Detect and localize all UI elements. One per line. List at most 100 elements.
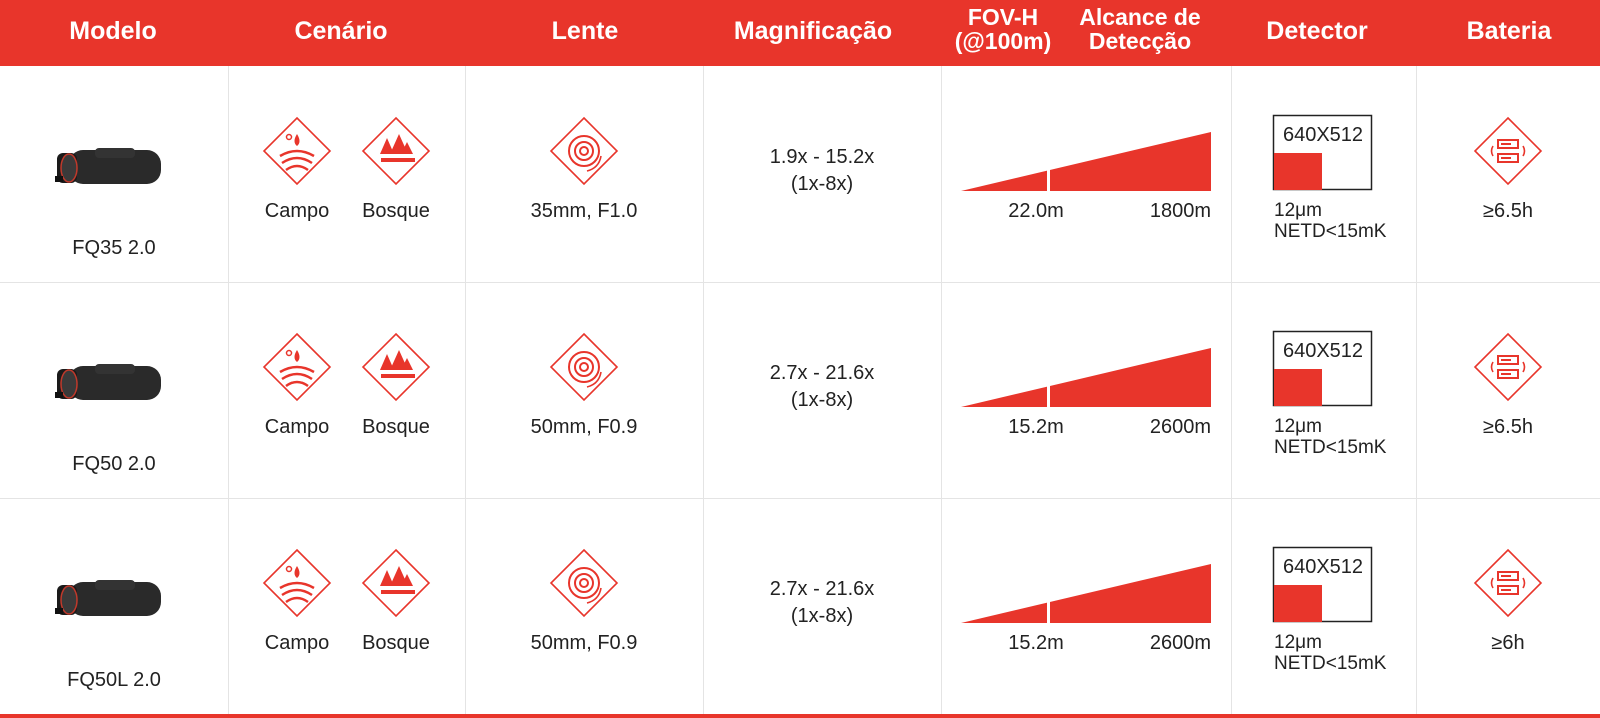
table-header bbox=[0, 0, 1600, 66]
icon-shape bbox=[586, 587, 602, 604]
icon-shape bbox=[95, 580, 135, 590]
detector-resolution: 640X512 bbox=[1282, 556, 1364, 578]
header-label: Bateria bbox=[1466, 17, 1552, 45]
scenario-icon bbox=[262, 332, 332, 402]
icon-shape bbox=[1047, 599, 1050, 624]
icon-shape bbox=[961, 348, 1211, 407]
product-image bbox=[55, 364, 161, 400]
icon-shape bbox=[361, 548, 431, 618]
icon-shape bbox=[1272, 546, 1373, 623]
detector-resolution: 640X512 bbox=[1282, 340, 1364, 362]
header-label: Detecção bbox=[1088, 28, 1192, 54]
column-divider bbox=[1231, 66, 1232, 714]
header-label: Modelo bbox=[69, 17, 157, 45]
detector-pixel: 12μm bbox=[1274, 200, 1322, 221]
icon-shape bbox=[579, 146, 589, 156]
icon-shape bbox=[380, 566, 415, 594]
icon-shape bbox=[1497, 571, 1519, 581]
column-divider bbox=[1416, 66, 1417, 714]
icon-shape bbox=[95, 364, 135, 374]
range-wedge bbox=[961, 564, 1211, 624]
magnification: 2.7x - 21.6x bbox=[769, 362, 875, 384]
icon-shape bbox=[294, 350, 300, 362]
icon-shape bbox=[69, 366, 161, 400]
icon-shape bbox=[568, 351, 600, 383]
range-wedge bbox=[961, 132, 1211, 192]
icon-shape bbox=[60, 369, 78, 399]
model-name: FQ35 2.0 bbox=[72, 237, 156, 259]
header-label: (@100m) bbox=[954, 28, 1052, 54]
icon-shape bbox=[294, 134, 300, 146]
detector-box bbox=[1272, 546, 1373, 623]
footer-bar bbox=[0, 714, 1600, 718]
icon-shape bbox=[69, 582, 161, 616]
icon-shape bbox=[294, 566, 300, 578]
scenario-icon bbox=[262, 548, 332, 618]
icon-shape bbox=[1501, 359, 1511, 361]
icon-shape bbox=[279, 149, 315, 172]
scenario-label: Bosque bbox=[362, 416, 430, 438]
icon-shape bbox=[1490, 577, 1526, 589]
product-image bbox=[55, 580, 161, 616]
range-value: 1800m bbox=[1149, 200, 1211, 222]
detector-netd: NETD<15mK bbox=[1274, 437, 1387, 458]
scenario-icon bbox=[361, 548, 431, 618]
row-divider bbox=[0, 282, 1600, 283]
magnification: 2.7x - 21.6x bbox=[769, 578, 875, 600]
scenario-label: Bosque bbox=[362, 200, 430, 222]
lens-label: 35mm, F1.0 bbox=[530, 200, 638, 222]
icon-shape bbox=[1047, 383, 1050, 408]
icon-shape bbox=[1497, 369, 1519, 379]
detector-netd: NETD<15mK bbox=[1274, 653, 1387, 674]
icon-shape bbox=[1473, 116, 1543, 186]
scenario-label: Campo bbox=[264, 632, 330, 654]
icon-shape bbox=[262, 332, 332, 402]
range-wedge bbox=[961, 348, 1211, 408]
scenario-icon bbox=[361, 332, 431, 402]
magnification: (1x-8x) bbox=[790, 389, 854, 411]
icon-shape bbox=[574, 141, 594, 161]
icon-shape bbox=[380, 134, 415, 162]
icon-shape bbox=[279, 581, 315, 604]
detector-pixel: 12μm bbox=[1274, 416, 1322, 437]
icon-shape bbox=[1274, 369, 1322, 406]
icon-shape bbox=[586, 155, 602, 172]
column-divider bbox=[465, 66, 466, 714]
icon-shape bbox=[1497, 355, 1519, 365]
magnification: (1x-8x) bbox=[790, 605, 854, 627]
icon-shape bbox=[568, 135, 600, 167]
scenario-label: Campo bbox=[264, 200, 330, 222]
range-value: 2600m bbox=[1149, 416, 1211, 438]
header-label: Detector bbox=[1266, 17, 1368, 45]
icon-shape bbox=[285, 133, 293, 141]
battery-icon bbox=[1473, 116, 1543, 186]
icon-shape bbox=[961, 132, 1211, 191]
scenario-label: Bosque bbox=[362, 632, 430, 654]
column-divider bbox=[703, 66, 704, 714]
icon-shape bbox=[380, 350, 415, 378]
scenario-label: Campo bbox=[264, 416, 330, 438]
icon-shape bbox=[1274, 153, 1322, 190]
battery-icon bbox=[1473, 332, 1543, 402]
scenario-icon bbox=[262, 116, 332, 186]
detector-box bbox=[1272, 330, 1373, 407]
icon-shape bbox=[586, 371, 602, 388]
header-label: FOV-H bbox=[967, 4, 1039, 30]
model-name: FQ50 2.0 bbox=[72, 453, 156, 475]
range-value: 2600m bbox=[1149, 632, 1211, 654]
column-divider bbox=[228, 66, 229, 714]
icon-shape bbox=[579, 362, 589, 372]
battery-label: ≥6.5h bbox=[1483, 416, 1533, 438]
icon-shape bbox=[1501, 143, 1511, 145]
icon-shape bbox=[1490, 145, 1526, 157]
lens-icon bbox=[549, 548, 619, 618]
icon-shape bbox=[55, 608, 63, 614]
icon-shape bbox=[549, 548, 619, 618]
column-divider bbox=[941, 66, 942, 714]
scenario-icon bbox=[361, 116, 431, 186]
icon-shape bbox=[262, 116, 332, 186]
icon-shape bbox=[579, 578, 589, 588]
icon-shape bbox=[1473, 548, 1543, 618]
icon-shape bbox=[361, 332, 431, 402]
icon-shape bbox=[1501, 589, 1511, 591]
